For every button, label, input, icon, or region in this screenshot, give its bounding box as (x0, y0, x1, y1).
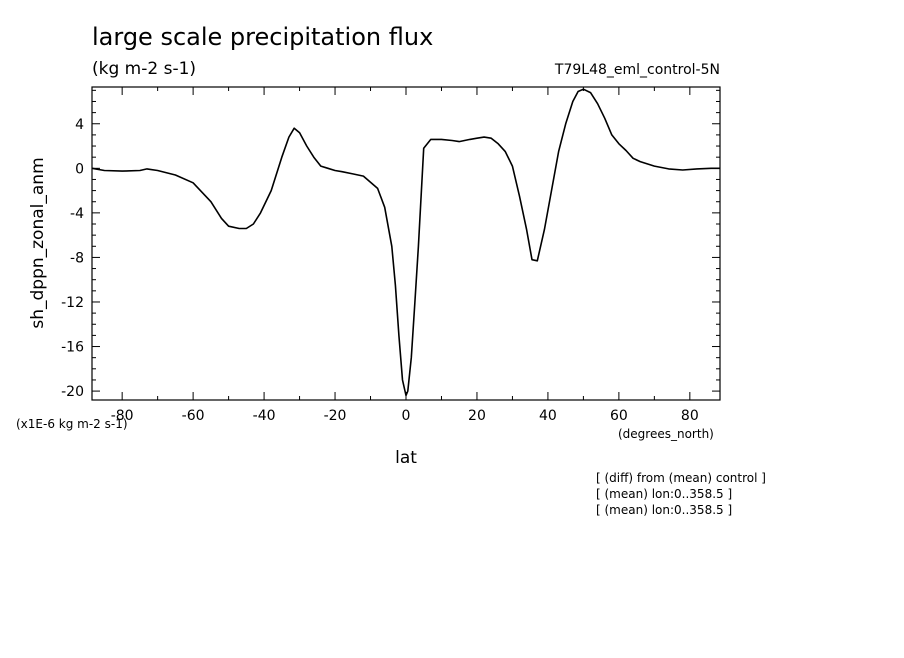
multiplier-label: (x1E-6 kg m-2 s-1) (16, 417, 128, 431)
y-tick-label: -20 (61, 384, 84, 400)
chart-title: large scale precipitation flux (92, 23, 433, 51)
y-tick-label: -12 (61, 295, 84, 311)
y-tick-label: 0 (75, 161, 84, 177)
x-tick-label: 0 (402, 408, 411, 424)
x-tick-label: -80 (111, 408, 134, 424)
x-tick-label: -40 (253, 408, 276, 424)
y-tick-label: -8 (70, 250, 84, 266)
note-line: [ (mean) lon:0..358.5 ] (596, 487, 732, 501)
plot-frame (91, 86, 721, 401)
y-tick-label: 4 (75, 117, 84, 133)
tick-labels: -80 -60 -40 -20 0 20 40 60 80-20-16-12-8-404 (61, 117, 699, 424)
x-unit-label: (degrees_north) (618, 427, 714, 441)
x-tick-label: -60 (182, 408, 205, 424)
y-axis-label: sh_dppn_zonal_anm (28, 157, 48, 328)
x-tick-label: -20 (324, 408, 347, 424)
x-tick-label: 40 (539, 408, 557, 424)
x-tick-label: 80 (681, 408, 699, 424)
note-line: [ (diff) from (mean) control ] (596, 471, 766, 485)
y-tick-label: -4 (70, 206, 84, 222)
x-tick-label: 20 (468, 408, 486, 424)
x-tick-label: 60 (610, 408, 628, 424)
note-line: [ (mean) lon:0..358.5 ] (596, 503, 732, 517)
chart-units: (kg m-2 s-1) (92, 59, 196, 79)
y-tick-label: -16 (61, 340, 84, 356)
series-line (91, 88, 720, 397)
axis-ticks (92, 87, 720, 400)
x-axis-label: lat (395, 448, 417, 468)
run-label: T79L48_eml_control-5N (554, 62, 720, 78)
